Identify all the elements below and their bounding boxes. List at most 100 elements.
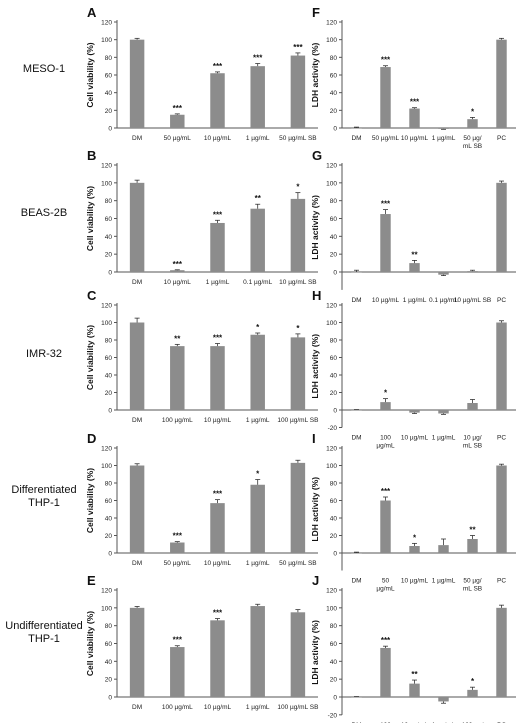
significance-label: *** (293, 43, 303, 52)
y-tick-label: 120 (326, 446, 337, 453)
y-tick-label: 40 (330, 234, 338, 241)
y-tick-label: 100 (101, 605, 112, 612)
bar (380, 402, 391, 410)
bar (250, 606, 265, 697)
bar (467, 539, 478, 553)
row-label-line: THP-1 (28, 497, 60, 509)
bar (250, 334, 265, 410)
x-tick-label: 100 µg/mL (162, 704, 193, 711)
y-tick-label: 0 (108, 126, 112, 133)
y-axis-label: Cell viability (%) (85, 42, 95, 107)
y-tick-label: -20 (328, 712, 338, 719)
panel-letter: B (87, 148, 96, 163)
y-tick-label: 20 (330, 533, 338, 540)
y-tick-label: 0 (333, 695, 337, 702)
y-tick-label: 80 (105, 338, 113, 345)
x-tick-label: mL SB (463, 143, 482, 150)
bar (170, 114, 185, 128)
x-tick-label: 50 µg/mL (164, 135, 192, 142)
y-tick-label: 40 (105, 659, 113, 666)
y-tick-label: 80 (330, 55, 338, 62)
y-axis-label: LDH activity (%) (310, 334, 320, 399)
bar (438, 545, 449, 553)
bar (210, 620, 225, 697)
bar (409, 410, 420, 413)
bar (409, 546, 420, 553)
x-tick-label: DM (132, 560, 142, 567)
y-tick-label: 0 (333, 270, 337, 277)
bar (351, 410, 362, 411)
y-tick-label: 40 (105, 90, 113, 97)
x-tick-label: 0.1 µg/mL (429, 297, 458, 304)
y-tick-label: -20 (328, 425, 338, 432)
bar (250, 484, 265, 553)
bar (467, 403, 478, 410)
significance-label: *** (381, 56, 391, 65)
y-tick-label: 80 (330, 198, 338, 205)
bar (170, 542, 185, 553)
row-label: Undifferentiated THP-1 (4, 620, 84, 646)
x-tick-label: 0.1 µg/mL (243, 279, 272, 286)
panel-letter: E (87, 573, 96, 588)
significance-label: *** (381, 487, 391, 496)
bar (250, 208, 265, 272)
x-tick-label: DM (132, 279, 142, 286)
y-tick-label: 80 (105, 623, 113, 630)
significance-label: * (256, 470, 260, 479)
bar (438, 410, 449, 414)
bar (290, 55, 306, 128)
bar (250, 66, 265, 128)
x-tick-label: 50 µg/mL (372, 135, 400, 142)
bar (210, 73, 225, 128)
y-tick-label: 100 (326, 463, 337, 470)
x-tick-label: DM (132, 135, 142, 142)
bar (380, 500, 391, 553)
significance-label: *** (173, 636, 183, 645)
bar (170, 647, 185, 697)
significance-label: *** (173, 260, 183, 269)
y-tick-label: 80 (105, 481, 113, 488)
y-tick-label: 120 (326, 588, 337, 595)
y-tick-label: 120 (326, 20, 337, 27)
bar (467, 271, 478, 272)
x-tick-label: 1 µg/mL (432, 578, 456, 585)
x-tick-label: 50 µg/mL SB (279, 560, 316, 567)
x-tick-label: 50 µg/mL (164, 560, 192, 567)
x-tick-label: PC (497, 297, 506, 304)
bar (409, 108, 420, 128)
x-tick-label: DM (351, 722, 361, 723)
bar (380, 67, 391, 128)
y-tick-label: 20 (105, 252, 113, 259)
y-tick-label: 0 (108, 270, 112, 277)
x-tick-label: 10 µg/mL (204, 704, 232, 711)
bar (129, 39, 145, 128)
bar (351, 697, 362, 698)
x-tick-label: µg/mL (376, 443, 395, 450)
x-tick-label: 10 µg/mL (401, 135, 429, 142)
y-tick-label: 60 (105, 355, 113, 362)
bar (210, 503, 225, 553)
x-tick-label: PC (497, 135, 506, 142)
y-tick-label: 0 (108, 695, 112, 702)
y-tick-label: 0 (108, 551, 112, 558)
bar (467, 689, 478, 697)
bar (438, 128, 449, 129)
x-tick-label: 50 (382, 578, 390, 585)
bar (496, 465, 507, 553)
significance-label: * (256, 323, 260, 332)
bar (170, 270, 185, 272)
bar (496, 322, 507, 410)
panel-letter: F (312, 5, 320, 20)
y-tick-label: 120 (101, 20, 112, 27)
y-tick-label: 40 (105, 234, 113, 241)
panel-letter: D (87, 431, 96, 446)
bar (409, 683, 420, 697)
y-tick-label: 60 (105, 498, 113, 505)
y-tick-label: 60 (330, 216, 338, 223)
y-axis-label: Cell viability (%) (85, 611, 95, 676)
panel-letter: J (312, 573, 319, 588)
significance-label: ** (411, 250, 418, 259)
